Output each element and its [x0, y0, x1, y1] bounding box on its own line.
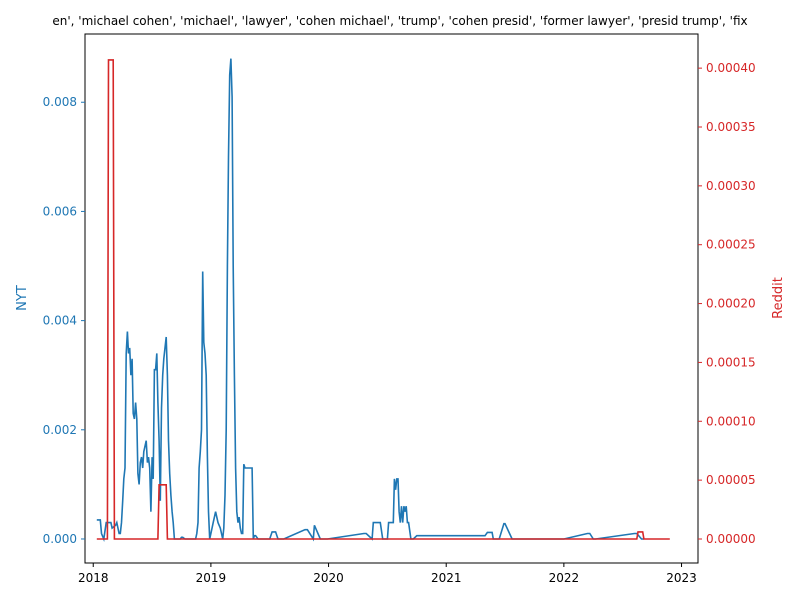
left-tick-label: 0.006: [43, 204, 77, 218]
x-tick-label: 2023: [666, 571, 697, 585]
right-axis-label: Reddit: [771, 277, 786, 319]
left-tick-label: 0.008: [43, 95, 77, 109]
series-line-reddit: [96, 59, 670, 540]
right-tick-label: 0.00010: [706, 414, 756, 428]
right-tick-label: 0.00005: [706, 473, 756, 487]
x-tick-label: 2020: [313, 571, 344, 585]
series-line-nyt: [96, 58, 644, 542]
left-y-axis: 0.000 0.002 0.004 0.006 0.008: [43, 95, 85, 546]
left-tick-label: 0.004: [43, 314, 77, 328]
x-axis: 2018 2019 2020 2021 2022 2023: [78, 563, 697, 585]
x-tick-label: 2021: [431, 571, 462, 585]
right-tick-label: 0.00015: [706, 355, 756, 369]
right-tick-label: 0.00030: [706, 179, 756, 193]
chart-title: en', 'michael cohen', 'michael', 'lawyer…: [52, 14, 747, 28]
right-tick-label: 0.00040: [706, 61, 756, 75]
plot-frame: [84, 33, 699, 564]
left-tick-label: 0.000: [43, 532, 77, 546]
right-tick-label: 0.00035: [706, 120, 756, 134]
right-tick-label: 0.00025: [706, 238, 756, 252]
left-tick-label: 0.002: [43, 423, 77, 437]
x-tick-label: 2019: [196, 571, 227, 585]
right-tick-label: 0.00020: [706, 297, 756, 311]
left-axis-label: NYT: [15, 285, 30, 311]
right-y-axis: 0.00000 0.00005 0.00010 0.00015 0.00020 0.000…: [698, 61, 756, 546]
x-tick-label: 2022: [549, 571, 580, 585]
x-tick-label: 2018: [78, 571, 109, 585]
right-tick-label: 0.00000: [706, 532, 756, 546]
series-layer: [96, 58, 670, 542]
